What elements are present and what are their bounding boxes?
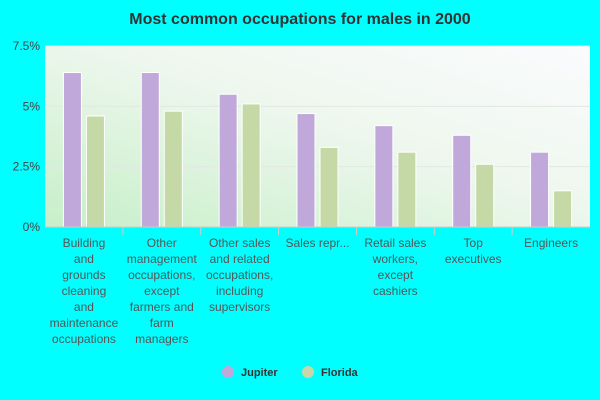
bar-florida[interactable] [163, 110, 183, 228]
bar-jupiter[interactable] [218, 93, 238, 228]
x-tick-label: Other sales and related occupations, includ… [206, 236, 273, 314]
x-tick-label: Retail sales workers, except cashiers [364, 236, 426, 298]
y-axis: 0% 2.5% 5% 7.5% [13, 39, 41, 234]
bar-jupiter[interactable] [62, 72, 82, 228]
bar-jupiter[interactable] [296, 113, 316, 228]
bar-jupiter[interactable] [140, 72, 160, 228]
bar-florida[interactable] [319, 146, 339, 228]
legend-swatch-jupiter [222, 366, 234, 378]
bar-jupiter[interactable] [452, 134, 472, 228]
plot-area [45, 46, 590, 227]
bar-florida[interactable] [397, 151, 417, 228]
bar-jupiter[interactable] [530, 151, 550, 228]
bar-florida[interactable] [85, 115, 105, 228]
bar-florida[interactable] [553, 190, 573, 228]
x-tick-label: Top executives [445, 236, 502, 266]
legend-label-jupiter: Jupiter [241, 367, 278, 379]
y-tick-label: 7.5% [13, 39, 41, 53]
legend-swatch-florida [302, 366, 314, 378]
legend-label-florida: Florida [321, 367, 359, 379]
x-tick-label: Sales repr... [285, 236, 349, 250]
y-tick-label: 2.5% [13, 160, 41, 174]
chart-title: Most common occupations for males in 200… [129, 11, 471, 28]
legend: Jupiter Florida [222, 366, 359, 379]
x-tick-label: Engineers [524, 236, 578, 250]
bars [62, 72, 573, 228]
bar-jupiter[interactable] [374, 125, 394, 228]
x-tick-label: Other management occupations, except farmers… [127, 236, 198, 346]
x-axis: Building and grounds cleaning and maintenance… [45, 226, 590, 346]
y-tick-label: 5% [23, 99, 41, 113]
bar-florida[interactable] [475, 163, 495, 228]
grid [45, 45, 590, 168]
y-tick-label: 0% [23, 220, 41, 234]
x-tick-label: Building and grounds cleaning and maintenance… [50, 236, 119, 346]
bar-florida[interactable] [241, 103, 261, 228]
